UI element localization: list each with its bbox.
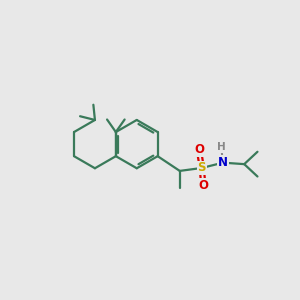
Text: N: N bbox=[218, 156, 228, 169]
Text: O: O bbox=[194, 143, 204, 156]
Text: S: S bbox=[198, 161, 206, 175]
Text: H: H bbox=[217, 142, 226, 152]
Text: O: O bbox=[198, 179, 208, 192]
